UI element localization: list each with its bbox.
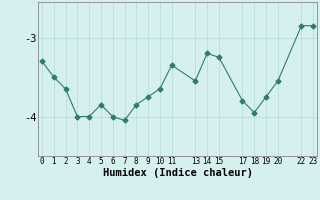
X-axis label: Humidex (Indice chaleur): Humidex (Indice chaleur) — [103, 168, 252, 178]
